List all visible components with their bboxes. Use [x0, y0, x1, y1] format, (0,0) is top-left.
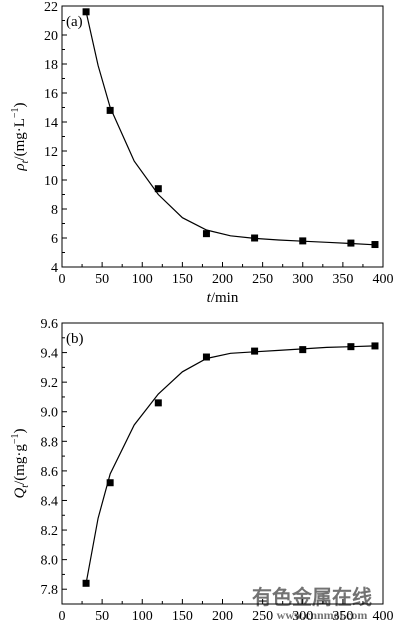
- y-tick-label: 9.2: [41, 376, 59, 391]
- y-tick-label: 8: [51, 203, 58, 218]
- x-tick-label: 350: [332, 272, 353, 287]
- x-axis-title: t/min: [207, 290, 239, 306]
- data-point: [202, 353, 210, 361]
- data-point: [371, 342, 379, 350]
- x-tick-label: 0: [59, 609, 66, 623]
- y-tick-label: 7.8: [41, 583, 59, 598]
- y-tick-label: 8.2: [41, 524, 59, 539]
- y-tick-label: 10: [44, 174, 58, 189]
- panel-a: 0 50 100 150 200 250 300 350 400 4 6 8 10 12 14 16 18 20 2…: [10, 0, 394, 306]
- y-tick-label: 14: [44, 116, 58, 131]
- y-axis-title: Qt/(mg·g−1): [10, 428, 31, 498]
- y-tick-label: 16: [44, 87, 58, 102]
- data-point: [299, 237, 307, 245]
- x-tick-label: 400: [373, 272, 394, 287]
- x-tick-label: 250: [252, 609, 273, 623]
- data-point: [251, 234, 259, 242]
- y-tick-label: 20: [44, 29, 58, 44]
- x-tick-label: 150: [172, 272, 193, 287]
- x-tick-label: 0: [59, 272, 66, 287]
- y-tick-label: 4: [51, 261, 58, 276]
- x-tick-label: 400: [373, 609, 394, 623]
- data-point: [371, 241, 379, 249]
- fit-curve: [85, 11, 376, 246]
- y-tick-label: 9.6: [41, 317, 59, 332]
- y-tick-label: 6: [51, 232, 58, 247]
- data-point: [106, 106, 114, 114]
- y-axis-title: ρt/(mg·L−1): [10, 102, 31, 171]
- x-tick-label: 50: [95, 272, 109, 287]
- panel-label: (a): [66, 14, 83, 30]
- x-tick-label: 100: [132, 272, 153, 287]
- data-point: [154, 185, 162, 193]
- watermark-line-2: www.cnnmol.com: [277, 608, 368, 622]
- y-tick-label: 8.6: [41, 465, 59, 480]
- data-point: [251, 347, 259, 355]
- data-point: [82, 579, 90, 587]
- x-tick-label: 50: [95, 609, 109, 623]
- plot-frame: [61, 5, 384, 268]
- panel-b: 0 50 100 150 200 250 300 350 400 7.8 8.0 8.2 8.4 8.6 8…: [10, 317, 394, 623]
- y-tick-label: 18: [44, 58, 58, 73]
- y-tick-label: 8.4: [41, 494, 59, 509]
- data-point: [202, 230, 210, 238]
- x-tick-label: 250: [252, 272, 273, 287]
- plot-frame: [61, 322, 384, 605]
- y-tick-label: 9.0: [41, 406, 59, 421]
- data-point: [347, 239, 355, 247]
- x-tick-label: 300: [292, 609, 313, 623]
- x-tick-label: 150: [172, 609, 193, 623]
- panel-label: (b): [66, 331, 84, 347]
- data-point: [299, 346, 307, 354]
- x-tick-label: 100: [132, 609, 153, 623]
- data-point: [106, 479, 114, 487]
- watermark-line-1: 有色金属在线: [252, 585, 372, 609]
- y-tick-label: 22: [44, 0, 58, 15]
- data-point: [154, 399, 162, 407]
- data-point: [82, 8, 90, 16]
- watermark: 有色金属在线 www.cnnmol.com: [252, 585, 372, 622]
- y-tick-label: 8.8: [41, 435, 59, 450]
- data-point: [347, 343, 355, 351]
- x-tick-label: 300: [292, 272, 313, 287]
- y-tick-label: 8.0: [41, 554, 59, 569]
- x-tick-label: 350: [332, 609, 353, 623]
- x-tick-label: 200: [212, 609, 233, 623]
- y-tick-label: 9.4: [41, 347, 59, 362]
- fit-curve: [85, 345, 376, 584]
- x-tick-label: 200: [212, 272, 233, 287]
- y-tick-label: 12: [44, 145, 58, 160]
